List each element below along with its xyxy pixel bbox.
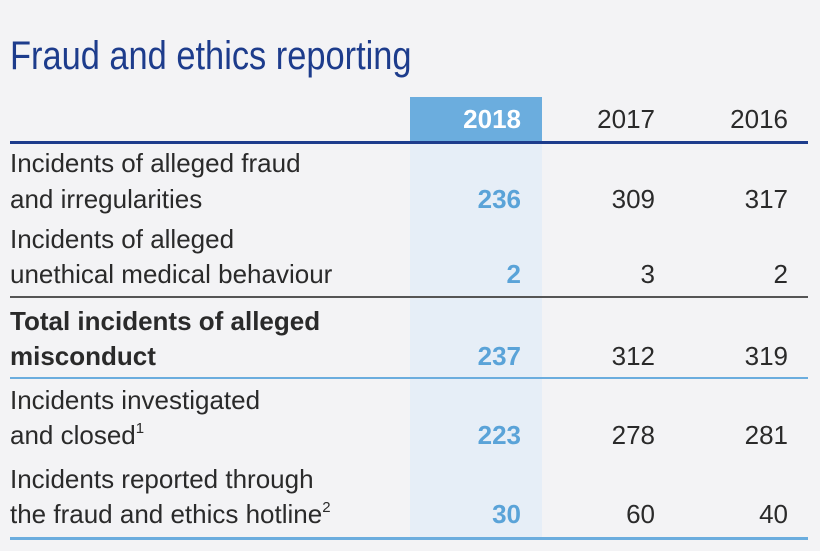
highlight-column [410,141,542,540]
cell-value: 237 [477,341,521,371]
row-rule [10,296,808,298]
cell-value: 312 [611,341,655,371]
cell-value: 40 [759,499,788,529]
row-label: unethical medical behaviour [10,259,333,289]
footnote-ref: 2 [322,499,331,516]
highlight-header [410,97,542,142]
cell-value: 236 [477,184,521,214]
cell-value: 30 [492,499,521,529]
column-header: 2017 [597,104,655,134]
cell-value: 319 [744,341,788,371]
cell-value: 278 [611,420,655,450]
column-header: 2016 [730,104,788,134]
row-label: and closed1 [10,420,145,450]
header-rule [10,141,808,144]
row-label: Incidents of alleged [10,224,235,254]
cell-value: 2 [773,259,788,289]
row-label: and irregularities [10,184,203,214]
row-label: Incidents of alleged fraud [10,148,301,178]
cell-value: 60 [626,499,655,529]
row-label: Incidents investigated [10,385,261,415]
row-rule [10,377,808,379]
cell-value: 309 [611,184,655,214]
footnote-ref: 1 [135,420,145,437]
row-label: Incidents reported through [10,464,314,494]
row-label: Total incidents of alleged [10,306,321,336]
row-label: the fraud and ethics hotline2 [10,499,331,529]
row-label: misconduct [10,341,156,371]
cell-value: 2 [506,259,521,289]
bottom-rule [10,537,808,540]
cell-value: 3 [640,259,655,289]
cell-value: 223 [477,420,521,450]
title: Fraud and ethics reporting [10,34,412,78]
cell-value: 317 [744,184,788,214]
cell-value: 281 [744,420,788,450]
column-header: 2018 [463,104,521,134]
